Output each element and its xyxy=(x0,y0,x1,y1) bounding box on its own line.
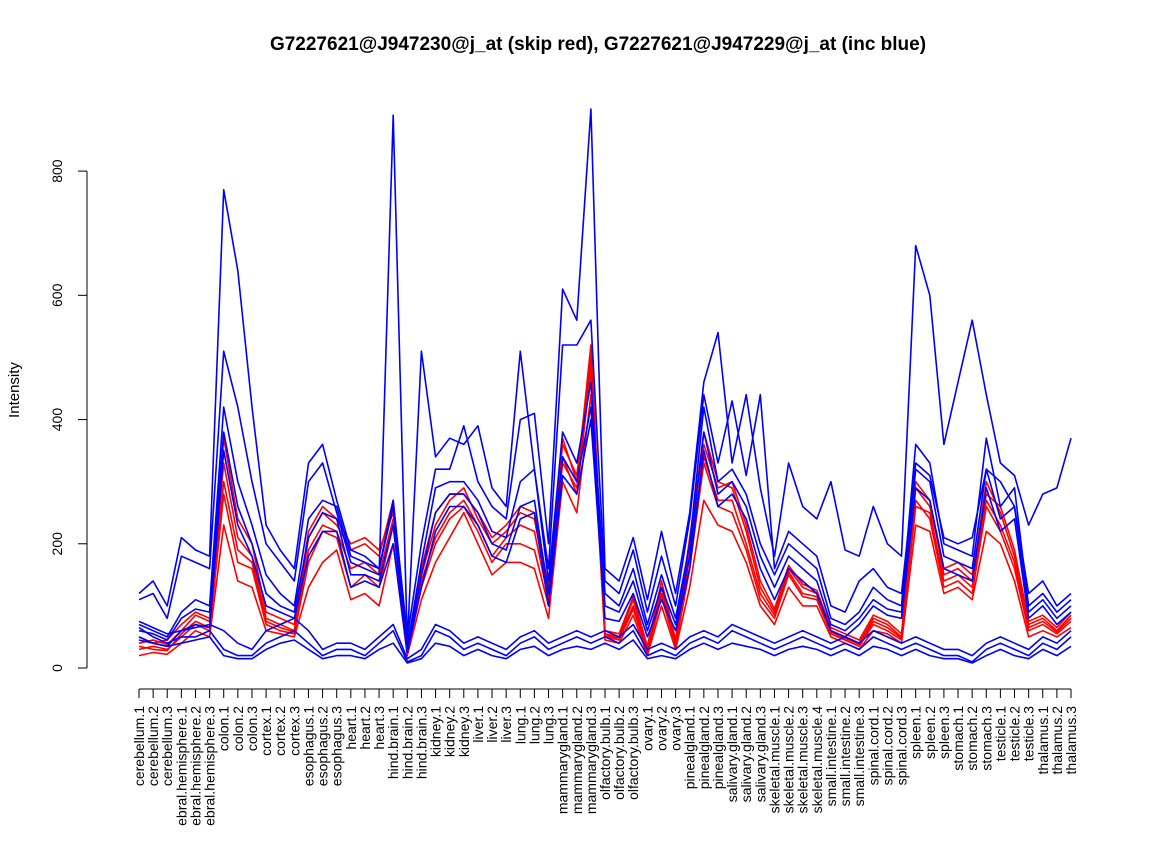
x-tick-label: ebral.hemisphere.3 xyxy=(202,706,218,826)
x-tick-label: kidney.3 xyxy=(456,706,472,757)
x-tick-label: lung.1 xyxy=(512,706,528,744)
x-tick-label: cerebellum.1 xyxy=(131,706,147,786)
x-tick-label: skeletal.muscle.4 xyxy=(809,706,825,814)
x-tick-label: stomach.3 xyxy=(978,706,994,771)
x-tick-label: lung.3 xyxy=(541,706,557,744)
series-line-inc-3 xyxy=(138,381,1072,648)
x-tick-label: thalamus.3 xyxy=(1063,706,1079,775)
x-tick-label: colon.3 xyxy=(244,706,260,751)
x-tick-label: spleen.1 xyxy=(908,706,924,759)
x-tick-label: hind.brain.3 xyxy=(413,706,429,779)
x-tick-label: lung.2 xyxy=(526,706,542,744)
x-tick-label: salivary.gland.2 xyxy=(738,706,754,802)
y-axis-label: Intensity xyxy=(6,362,23,418)
x-tick-label: hind.brain.2 xyxy=(399,706,415,779)
x-tick-label: cerebellum.2 xyxy=(145,706,161,786)
series-line-skip-5 xyxy=(138,362,1072,652)
x-tick-label: ebral.hemisphere.2 xyxy=(187,706,203,826)
x-tick-label: mammarygland.1 xyxy=(555,706,571,814)
x-tick-label: pinealgland.2 xyxy=(696,706,712,790)
series-lines xyxy=(138,108,1072,664)
y-tick-label: 400 xyxy=(49,408,65,432)
x-tick-label: olfactory.bulb.3 xyxy=(625,706,641,800)
x-tick-label: olfactory.bulb.1 xyxy=(597,706,613,800)
y-tick-label: 0 xyxy=(49,664,65,672)
y-tick-label: 200 xyxy=(49,532,65,556)
x-tick-label: skeletal.muscle.2 xyxy=(781,706,797,814)
x-tick-label: stomach.2 xyxy=(964,706,980,771)
series-line-inc-6 xyxy=(138,626,1072,663)
x-tick-label: pinealgland.1 xyxy=(682,706,698,790)
x-tick-label: pinealgland.3 xyxy=(710,706,726,790)
series-line-inc-4 xyxy=(138,406,1072,651)
x-tick-label: spinal.cord.3 xyxy=(894,706,910,786)
x-tick-label: heart.3 xyxy=(371,706,387,750)
x-tick-label: spinal.cord.1 xyxy=(865,706,881,786)
x-tick-label: colon.2 xyxy=(230,706,246,751)
series-line-inc-2 xyxy=(138,114,1072,645)
x-tick-label: salivary.gland.1 xyxy=(724,706,740,802)
x-tick-label: ebral.hemisphere.1 xyxy=(173,706,189,826)
x-tick-label: small.intestine.2 xyxy=(837,706,853,807)
x-tick-label: thalamus.2 xyxy=(1049,706,1065,775)
x-tick-label: spinal.cord.2 xyxy=(879,706,895,786)
x-tick-label: esophagus.2 xyxy=(315,706,331,786)
x-tick-label: skeletal.muscle.1 xyxy=(766,706,782,814)
x-tick-label: hind.brain.1 xyxy=(385,706,401,779)
x-tick-label: ovary.3 xyxy=(668,706,684,751)
x-tick-label: esophagus.1 xyxy=(300,706,316,786)
x-tick-label: liver.3 xyxy=(498,706,514,743)
x-tick-label: thalamus.1 xyxy=(1035,706,1051,775)
x-tick-label: kidney.1 xyxy=(428,706,444,757)
x-tick-label: heart.2 xyxy=(357,706,373,750)
x-tick-label: mammarygland.2 xyxy=(569,706,585,814)
x-tick-label: ovary.2 xyxy=(653,706,669,751)
x-tick-label: mammarygland.3 xyxy=(583,706,599,814)
x-tick-label: colon.1 xyxy=(216,706,232,751)
x-axis: cerebellum.1cerebellum.2cerebellum.3ebra… xyxy=(131,688,1079,826)
x-tick-label: testicle.2 xyxy=(1007,706,1023,761)
series-line-inc-8 xyxy=(138,636,1072,664)
x-tick-label: cortex.2 xyxy=(272,706,288,756)
x-tick-label: skeletal.muscle.3 xyxy=(795,706,811,814)
x-tick-label: salivary.gland.3 xyxy=(752,706,768,802)
x-tick-label: testicle.3 xyxy=(1021,706,1037,761)
x-tick-label: spleen.3 xyxy=(936,706,952,759)
x-tick-label: small.intestine.3 xyxy=(851,706,867,807)
x-tick-label: spleen.2 xyxy=(922,706,938,759)
x-tick-label: olfactory.bulb.2 xyxy=(611,706,627,800)
y-axis: 0 200 400 600 800 xyxy=(49,159,88,672)
y-tick-label: 800 xyxy=(49,159,65,183)
chart-title: G7227621@J947230@j_at (skip red), G72276… xyxy=(270,34,926,55)
series-line-inc-7 xyxy=(138,617,1072,660)
series-line-inc-1 xyxy=(138,108,1072,638)
x-tick-label: cortex.3 xyxy=(286,706,302,756)
y-tick-label: 600 xyxy=(49,283,65,307)
x-tick-label: liver.2 xyxy=(484,706,500,743)
x-tick-label: cortex.1 xyxy=(258,706,274,756)
x-tick-label: esophagus.3 xyxy=(329,706,345,786)
x-tick-label: ovary.1 xyxy=(639,706,655,751)
x-tick-label: stomach.1 xyxy=(950,706,966,771)
series-line-skip-3 xyxy=(138,393,1072,657)
x-tick-label: cerebellum.3 xyxy=(159,706,175,786)
x-tick-label: small.intestine.1 xyxy=(823,706,839,807)
x-tick-label: liver.1 xyxy=(470,706,486,743)
x-tick-label: heart.1 xyxy=(343,706,359,750)
x-tick-label: testicle.1 xyxy=(992,706,1008,761)
x-tick-label: kidney.2 xyxy=(442,706,458,757)
